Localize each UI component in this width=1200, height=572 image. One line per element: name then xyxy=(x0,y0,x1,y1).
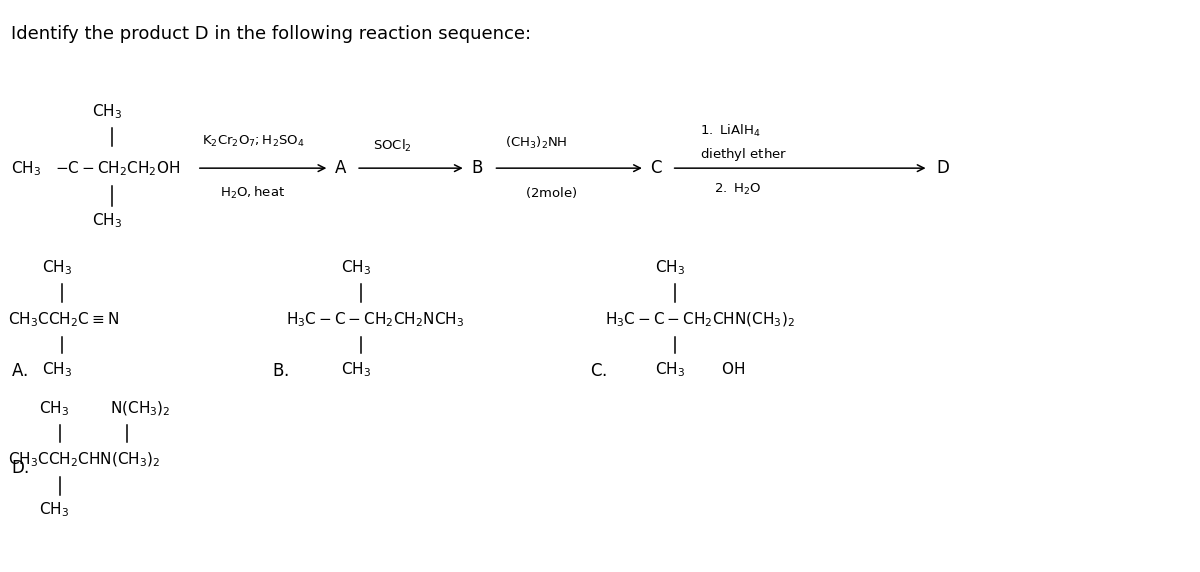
Text: Identify the product D in the following reaction sequence:: Identify the product D in the following … xyxy=(11,26,530,43)
Text: $\mathregular{C}$: $\mathregular{C}$ xyxy=(649,159,662,177)
Text: $\mathregular{H_2O, heat}$: $\mathregular{H_2O, heat}$ xyxy=(220,185,284,201)
Text: $\mathregular{SOCl_2}$: $\mathregular{SOCl_2}$ xyxy=(373,138,412,154)
Text: $\mathregular{CH_3}$: $\mathregular{CH_3}$ xyxy=(655,258,685,276)
Text: $\mathregular{CH_3}$: $\mathregular{CH_3}$ xyxy=(42,258,72,276)
Text: $\mathregular{B.}$: $\mathregular{B.}$ xyxy=(271,362,288,380)
Text: $\mathregular{CH_3}$: $\mathregular{CH_3}$ xyxy=(655,360,685,379)
Text: $\mathregular{CH_3}$: $\mathregular{CH_3}$ xyxy=(42,360,72,379)
Text: $\mathregular{B}$: $\mathregular{B}$ xyxy=(470,159,482,177)
Text: $\mathregular{D.}$: $\mathregular{D.}$ xyxy=(11,459,29,477)
Text: $\mathregular{N(CH_3)_2}$: $\mathregular{N(CH_3)_2}$ xyxy=(110,400,170,418)
Text: $\mathregular{CH_3}$: $\mathregular{CH_3}$ xyxy=(92,102,122,121)
Text: $\mathregular{C.}$: $\mathregular{C.}$ xyxy=(590,362,607,380)
Text: $\mathregular{CH_3CCH_2C \equiv N}$: $\mathregular{CH_3CCH_2C \equiv N}$ xyxy=(7,311,119,329)
Text: $\mathregular{CH_3CCH_2CHN(CH_3)_2}$: $\mathregular{CH_3CCH_2CHN(CH_3)_2}$ xyxy=(7,451,160,470)
Text: $\mathregular{CH_3}$: $\mathregular{CH_3}$ xyxy=(40,399,70,418)
Text: $\mathregular{OH}$: $\mathregular{OH}$ xyxy=(721,361,745,377)
Text: $\mathregular{(CH_3)_2NH}$: $\mathregular{(CH_3)_2NH}$ xyxy=(505,136,568,152)
Text: $\mathregular{A.}$: $\mathregular{A.}$ xyxy=(11,362,28,380)
Text: $\mathregular{H_3C-C-CH_2CHN(CH_3)_2}$: $\mathregular{H_3C-C-CH_2CHN(CH_3)_2}$ xyxy=(605,311,794,329)
Text: $\mathregular{CH_3}$: $\mathregular{CH_3}$ xyxy=(341,258,371,276)
Text: $\mathregular{A}$: $\mathregular{A}$ xyxy=(335,159,348,177)
Text: $\mathregular{-C-CH_2CH_2OH}$: $\mathregular{-C-CH_2CH_2OH}$ xyxy=(54,159,180,177)
Text: $\mathregular{1.\ LiAlH_4}$: $\mathregular{1.\ LiAlH_4}$ xyxy=(700,122,761,138)
Text: $\mathregular{D}$: $\mathregular{D}$ xyxy=(936,159,950,177)
Text: $\mathregular{2.\ H_2O}$: $\mathregular{2.\ H_2O}$ xyxy=(714,182,762,197)
Text: $\mathregular{CH_3}$: $\mathregular{CH_3}$ xyxy=(11,159,41,177)
Text: $\mathregular{CH_3}$: $\mathregular{CH_3}$ xyxy=(341,360,371,379)
Text: $\mathregular{K_2Cr_2O_7; H_2SO_4}$: $\mathregular{K_2Cr_2O_7; H_2SO_4}$ xyxy=(202,134,305,149)
Text: $\mathregular{CH_3}$: $\mathregular{CH_3}$ xyxy=(92,211,122,230)
Text: $\mathregular{(2mole)}$: $\mathregular{(2mole)}$ xyxy=(526,185,577,200)
Text: $\mathregular{diethyl\ ether}$: $\mathregular{diethyl\ ether}$ xyxy=(700,146,787,163)
Text: $\mathregular{CH_3}$: $\mathregular{CH_3}$ xyxy=(40,500,70,519)
Text: $\mathregular{H_3C-C-CH_2CH_2NCH_3}$: $\mathregular{H_3C-C-CH_2CH_2NCH_3}$ xyxy=(287,311,464,329)
